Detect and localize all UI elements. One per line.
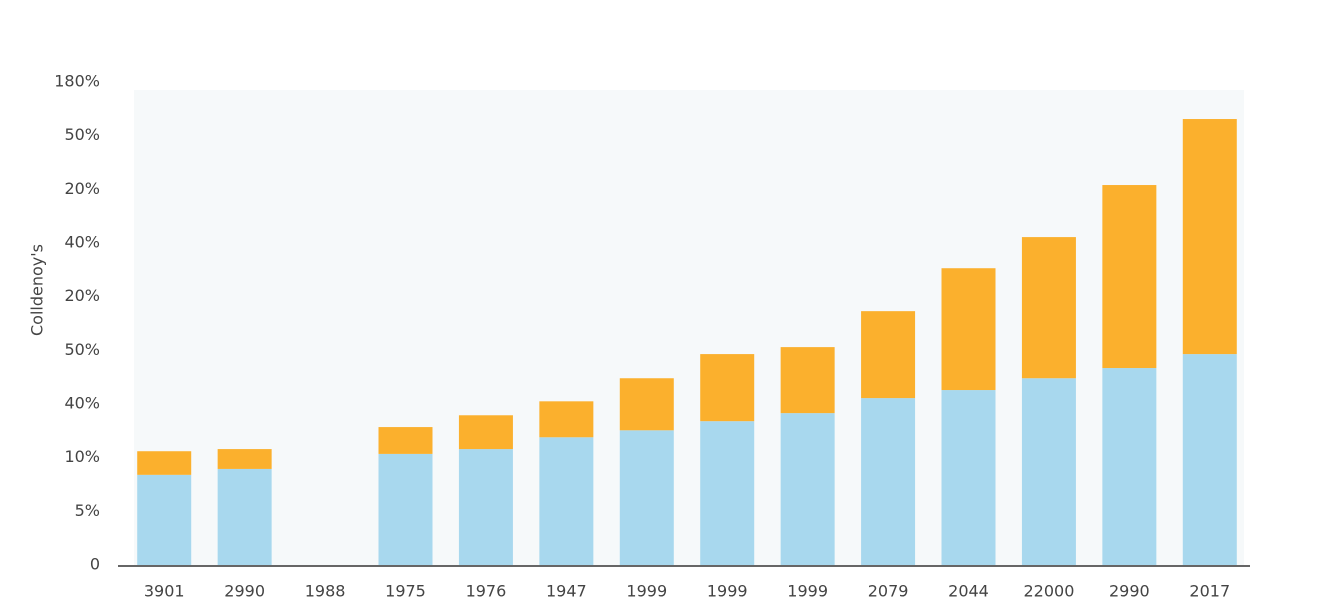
- bar-segment: [941, 268, 996, 391]
- bar-segment: [217, 468, 272, 565]
- y-tick-label: 50%: [64, 340, 100, 359]
- x-tick-label: 22000: [1023, 582, 1074, 600]
- y-tick-label: 20%: [64, 286, 100, 305]
- bar-segment: [217, 449, 272, 469]
- bar-segment: [458, 449, 513, 565]
- bar-segment: [539, 437, 594, 565]
- x-tick-label: 1999: [787, 582, 828, 600]
- x-tick-label: 2990: [224, 582, 265, 600]
- bar-segment: [619, 430, 674, 565]
- x-tick-label: 1999: [707, 582, 748, 600]
- x-tick-label: 2079: [868, 582, 909, 600]
- bar-segment: [619, 378, 674, 431]
- bar-segment: [780, 347, 835, 414]
- bar-segment: [539, 401, 594, 438]
- bar-segment: [861, 398, 916, 565]
- x-tick-label: 1999: [626, 582, 667, 600]
- bar-segment: [1021, 378, 1076, 565]
- y-tick-label: 20%: [64, 179, 100, 198]
- x-tick-label: 1975: [385, 582, 426, 600]
- bar-segment: [700, 354, 755, 422]
- x-tick-label: 2017: [1189, 582, 1230, 600]
- bar-segment: [137, 451, 192, 475]
- y-tick-label: 40%: [64, 394, 100, 413]
- bar-segment: [1182, 119, 1237, 355]
- y-tick-label: 40%: [64, 233, 100, 252]
- x-tick-label: 1947: [546, 582, 587, 600]
- x-tick-label: 3901: [144, 582, 185, 600]
- y-tick-label: 50%: [64, 125, 100, 144]
- bar-segment: [700, 421, 755, 565]
- bar-segment: [1102, 368, 1157, 565]
- bar-segment: [1102, 185, 1157, 369]
- y-axis-label: Colldenoy's: [28, 244, 47, 336]
- x-tick-label: 2044: [948, 582, 989, 600]
- y-tick-label: 0: [90, 555, 100, 574]
- bar-segment: [1182, 354, 1237, 565]
- y-tick-label: 5%: [75, 501, 100, 520]
- bar-segment: [941, 390, 996, 565]
- y-tick-label: 180%: [54, 72, 100, 91]
- x-tick-label: 2990: [1109, 582, 1150, 600]
- bar-segment: [137, 474, 192, 565]
- bar-segment: [458, 415, 513, 450]
- x-tick-label: 1988: [305, 582, 346, 600]
- bar-segment: [378, 427, 433, 454]
- bar-segment: [861, 311, 916, 399]
- plot-background: [134, 90, 1244, 565]
- bar-segment: [1021, 237, 1076, 379]
- y-tick-label: 10%: [64, 447, 100, 466]
- bar-segment: [378, 453, 433, 565]
- bar-segment: [780, 413, 835, 565]
- x-tick-label: 1976: [466, 582, 507, 600]
